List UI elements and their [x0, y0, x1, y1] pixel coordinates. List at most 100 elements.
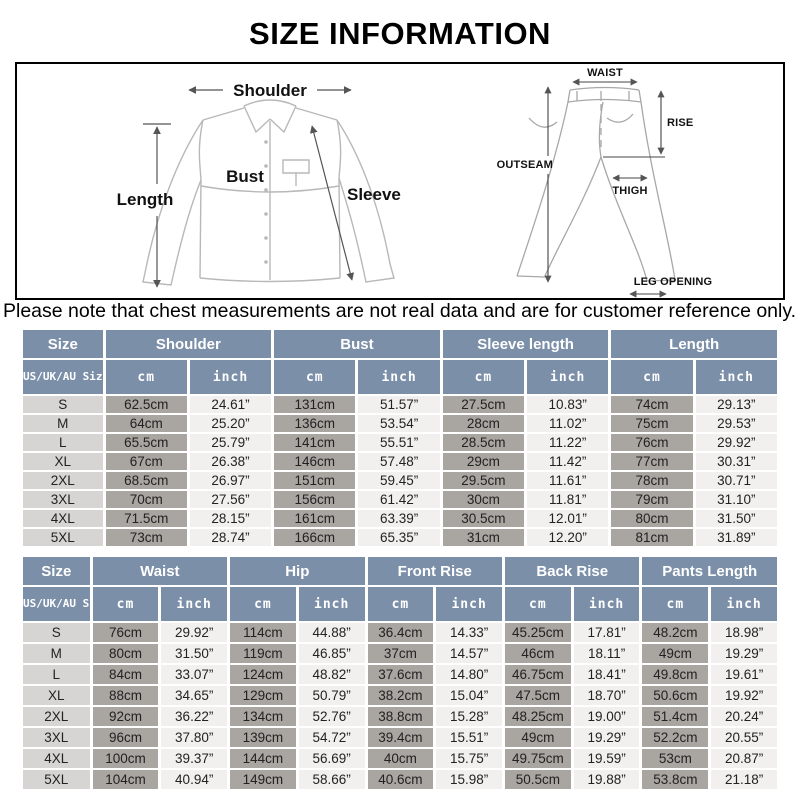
cm-value-cell: 40cm — [367, 749, 434, 768]
unit-header-row: US/UK/AU Size cm inch cm inch cm inch cm inch — [23, 360, 777, 394]
size-row: 3XL 96cm 37.80” 139cm 54.72” 39.4cm 15.51” 49cm… — [23, 728, 777, 747]
cm-value-cell: 46cm — [505, 644, 571, 663]
cm-value-cell: 79cm — [611, 491, 693, 508]
note-text: Please note that chest measurements are … — [3, 300, 797, 322]
inch-value-cell: 29.13” — [695, 396, 777, 413]
cm-value-cell: 139cm — [230, 728, 296, 747]
unit-header: cm — [611, 360, 693, 394]
size-diagram: Shoulder Length Bust Sleeve — [117, 67, 713, 298]
inch-value-cell: 56.69” — [298, 749, 365, 768]
inch-value-cell: 58.66” — [298, 770, 365, 789]
unit-header: cm — [105, 360, 187, 394]
inch-value-cell: 18.41” — [573, 665, 640, 684]
inch-value-cell: 40.94” — [161, 770, 228, 789]
inch-value-cell: 36.22” — [161, 707, 228, 726]
size-label-cell: 3XL — [23, 491, 103, 508]
inch-value-cell: 18.70” — [573, 686, 640, 705]
cm-value-cell: 76cm — [611, 434, 693, 451]
inch-value-cell: 27.56” — [189, 491, 272, 508]
size-label-cell: 3XL — [23, 728, 90, 747]
cm-value-cell: 68.5cm — [105, 472, 187, 489]
inch-value-cell: 15.75” — [436, 749, 502, 768]
size-row: S 76cm 29.92” 114cm 44.88” 36.4cm 14.33” 45.25c… — [23, 623, 777, 642]
pants-leg-opening-label: LEG OPENING — [634, 276, 713, 288]
unit-header: inch — [189, 360, 272, 394]
unit-header: cm — [92, 587, 159, 621]
size-label-cell: 2XL — [23, 707, 90, 726]
cm-value-cell: 30.5cm — [442, 510, 525, 527]
cm-value-cell: 77cm — [611, 453, 693, 470]
cm-value-cell: 88cm — [92, 686, 159, 705]
cm-value-cell: 37.6cm — [367, 665, 434, 684]
inch-value-cell: 14.57” — [436, 644, 502, 663]
cm-value-cell: 31cm — [442, 529, 525, 546]
unit-header: inch — [358, 360, 440, 394]
size-row: S 62.5cm 24.61” 131cm 51.57” 27.5cm 10.83” 74cm… — [23, 396, 777, 413]
group-header: Length — [611, 330, 777, 358]
inch-value-cell: 15.51” — [436, 728, 502, 747]
inch-value-cell: 31.50” — [161, 644, 228, 663]
inch-value-cell: 63.39” — [358, 510, 440, 527]
inch-value-cell: 54.72” — [298, 728, 365, 747]
cm-value-cell: 166cm — [274, 529, 356, 546]
pants-drawing — [516, 86, 676, 282]
shirt-shoulder-label: Shoulder — [233, 81, 307, 100]
inch-value-cell: 46.85” — [298, 644, 365, 663]
group-header: Pants Length — [642, 557, 777, 585]
group-header: Back Rise — [505, 557, 640, 585]
inch-value-cell: 31.89” — [695, 529, 777, 546]
shirt-sleeve-label: Sleeve — [347, 185, 401, 204]
size-label-cell: L — [23, 434, 103, 451]
inch-value-cell: 55.51” — [358, 434, 440, 451]
pants-waist-label: WAIST — [587, 67, 623, 79]
inch-value-cell: 11.81” — [527, 491, 609, 508]
inch-value-cell: 50.79” — [298, 686, 365, 705]
cm-value-cell: 30cm — [442, 491, 525, 508]
inch-value-cell: 12.20” — [527, 529, 609, 546]
shirt-size-table: Size Shoulder Bust Sleeve length Length US/UK… — [20, 328, 780, 548]
inch-value-cell: 12.01” — [527, 510, 609, 527]
inch-value-cell: 19.29” — [711, 644, 777, 663]
inch-value-cell: 10.83” — [527, 396, 609, 413]
cm-value-cell: 104cm — [92, 770, 159, 789]
inch-value-cell: 19.00” — [573, 707, 640, 726]
size-column-header: Size — [23, 330, 103, 358]
unit-header: cm — [274, 360, 356, 394]
inch-value-cell: 15.98” — [436, 770, 502, 789]
inch-value-cell: 18.98” — [711, 623, 777, 642]
inch-value-cell: 28.15” — [189, 510, 272, 527]
cm-value-cell: 74cm — [611, 396, 693, 413]
inch-value-cell: 61.42” — [358, 491, 440, 508]
inch-value-cell: 25.20” — [189, 415, 272, 432]
inch-value-cell: 52.76” — [298, 707, 365, 726]
cm-value-cell: 70cm — [105, 491, 187, 508]
cm-value-cell: 131cm — [274, 396, 356, 413]
cm-value-cell: 119cm — [230, 644, 296, 663]
cm-value-cell: 64cm — [105, 415, 187, 432]
cm-value-cell: 29cm — [442, 453, 525, 470]
size-label-cell: 4XL — [23, 749, 90, 768]
inch-value-cell: 11.02” — [527, 415, 609, 432]
group-header: Sleeve length — [442, 330, 609, 358]
cm-value-cell: 96cm — [92, 728, 159, 747]
inch-value-cell: 24.61” — [189, 396, 272, 413]
unit-header-row: US/UK/AU Sizecminchcminchcminchcminchcmi… — [23, 587, 777, 621]
inch-value-cell: 21.18” — [711, 770, 777, 789]
group-header-row: Size Shoulder Bust Sleeve length Length — [23, 330, 777, 358]
inch-value-cell: 19.92” — [711, 686, 777, 705]
size-row: XL 67cm 26.38” 146cm 57.48” 29cm 11.42” 77cm 30.… — [23, 453, 777, 470]
size-label-cell: 5XL — [23, 770, 90, 789]
cm-value-cell: 49.75cm — [505, 749, 571, 768]
size-label-cell: S — [23, 623, 90, 642]
inch-value-cell: 11.42” — [527, 453, 609, 470]
inch-value-cell: 19.59” — [573, 749, 640, 768]
inch-value-cell: 28.74” — [189, 529, 272, 546]
us-uk-au-size-header: US/UK/AU Size — [23, 587, 90, 621]
cm-value-cell: 62.5cm — [105, 396, 187, 413]
inch-value-cell: 51.57” — [358, 396, 440, 413]
inch-value-cell: 65.35” — [358, 529, 440, 546]
unit-header: inch — [573, 587, 640, 621]
us-uk-au-size-header: US/UK/AU Size — [23, 360, 103, 394]
unit-header: inch — [436, 587, 502, 621]
inch-value-cell: 29.53” — [695, 415, 777, 432]
